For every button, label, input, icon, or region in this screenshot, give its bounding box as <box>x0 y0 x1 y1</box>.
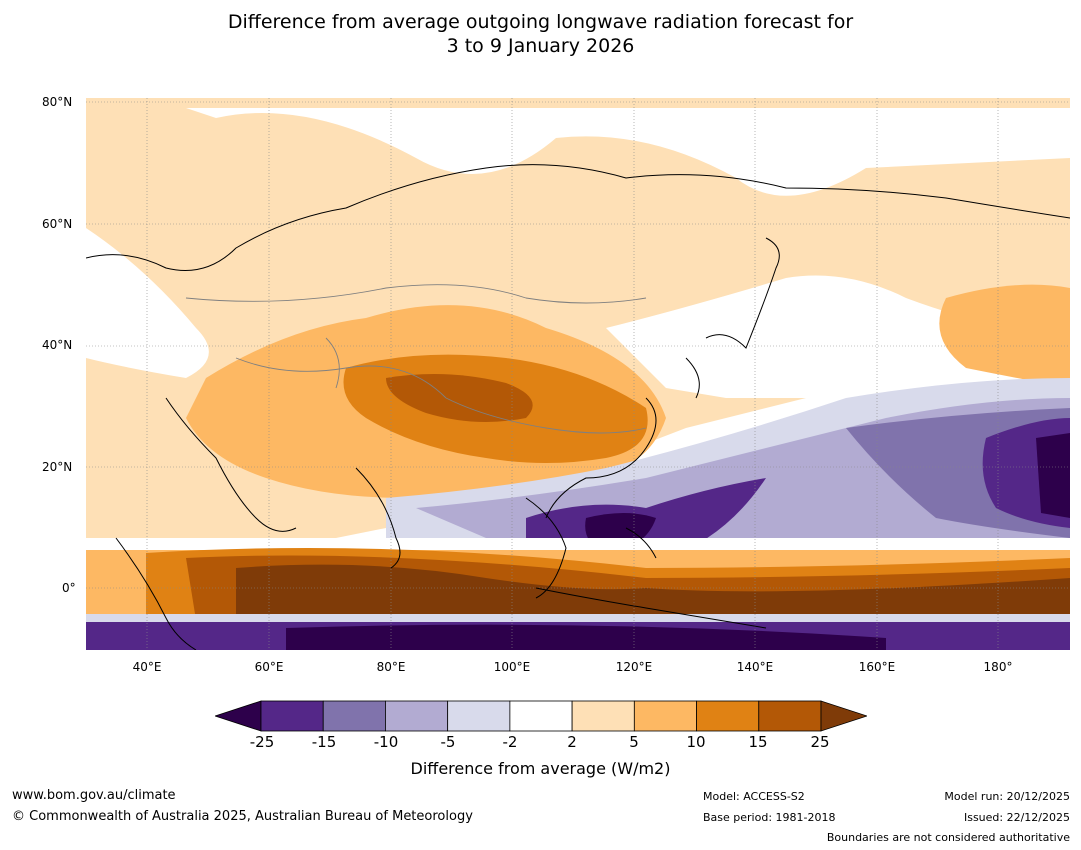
lon-label-60e: 60°E <box>254 660 284 674</box>
lat-label-40n: 40°N <box>42 338 73 352</box>
footer-copyright: © Commonwealth of Australia 2025, Austra… <box>12 809 473 824</box>
lon-label-120e: 120°E <box>615 660 653 674</box>
colorbar-tick: 2 <box>567 733 577 751</box>
footer-model-run: Model run: 20/12/2025 <box>944 790 1070 803</box>
lon-label-80e: 80°E <box>376 660 406 674</box>
lat-label-60n: 60°N <box>42 217 73 231</box>
anomaly-fill-orange-east <box>939 284 1070 388</box>
footer-issued: Issued: 22/12/2025 <box>963 811 1070 824</box>
colorbar-label: Difference from average (W/m2) <box>410 759 671 778</box>
anomaly-fill-white-west <box>86 228 209 378</box>
title-line-2: 3 to 9 January 2026 <box>446 35 635 57</box>
colorbar-swatch <box>758 700 822 732</box>
colorbar-swatch <box>633 700 697 732</box>
anomaly-fill-darkest-purple-east <box>1036 433 1070 518</box>
colorbar-arrow-low <box>215 700 262 732</box>
footer-disclaimer: Boundaries are not considered authoritat… <box>826 831 1070 844</box>
footer-url[interactable]: www.bom.gov.au/climate <box>12 788 176 803</box>
colorbar-tick: -15 <box>311 733 337 751</box>
country-borders <box>185 284 647 434</box>
colorbar <box>215 700 867 732</box>
colorbar-swatch <box>260 700 324 732</box>
anomaly-fill-lavender-bottom <box>86 614 1070 624</box>
lon-label-140e: 140°E <box>736 660 774 674</box>
lon-label-180: 180° <box>983 660 1013 674</box>
title-line-1: Difference from average outgoing longwav… <box>227 11 854 33</box>
colorbar-tick: -5 <box>440 733 456 751</box>
colorbar-tick: 25 <box>810 733 830 751</box>
lon-label-100e: 100°E <box>493 660 531 674</box>
lat-label-20n: 20°N <box>42 460 73 474</box>
colorbar-swatch <box>571 700 635 732</box>
longitude-gridlines <box>146 98 999 650</box>
lat-label-80n: 80°N <box>42 95 73 109</box>
colorbar-tick: 15 <box>748 733 768 751</box>
colorbar-tick: 10 <box>686 733 706 751</box>
footer-model: Model: ACCESS-S2 <box>703 790 805 803</box>
colorbar-tick: 5 <box>629 733 639 751</box>
lat-label-0: 0° <box>62 581 76 595</box>
colorbar-tick: -10 <box>373 733 399 751</box>
chart-title: Difference from average outgoing longwav… <box>0 10 1081 58</box>
colorbar-swatch <box>696 700 760 732</box>
colorbar-swatch <box>385 700 449 732</box>
map-svg <box>86 98 1070 650</box>
coastlines <box>86 164 1070 650</box>
anomaly-fill-white-north <box>186 108 1070 196</box>
footer-base-period: Base period: 1981-2018 <box>703 811 836 824</box>
colorbar-swatch <box>322 700 386 732</box>
anomaly-fill-white-east <box>606 275 1070 398</box>
colorbar-swatch <box>509 700 573 732</box>
colorbar-tick: -25 <box>249 733 275 751</box>
colorbar-tick: -2 <box>502 733 518 751</box>
olr-anomaly-map <box>86 98 1070 650</box>
lon-label-160e: 160°E <box>858 660 896 674</box>
latitude-gridlines <box>86 101 1070 589</box>
colorbar-arrow-high <box>820 700 867 732</box>
anomaly-fill-brown-tibet <box>386 374 533 422</box>
anomaly-fill-darkest-brown-south <box>236 564 1070 616</box>
colorbar-swatch <box>447 700 511 732</box>
anomaly-fill-darkest-purple-bottom <box>286 624 886 650</box>
lon-label-40e: 40°E <box>132 660 162 674</box>
